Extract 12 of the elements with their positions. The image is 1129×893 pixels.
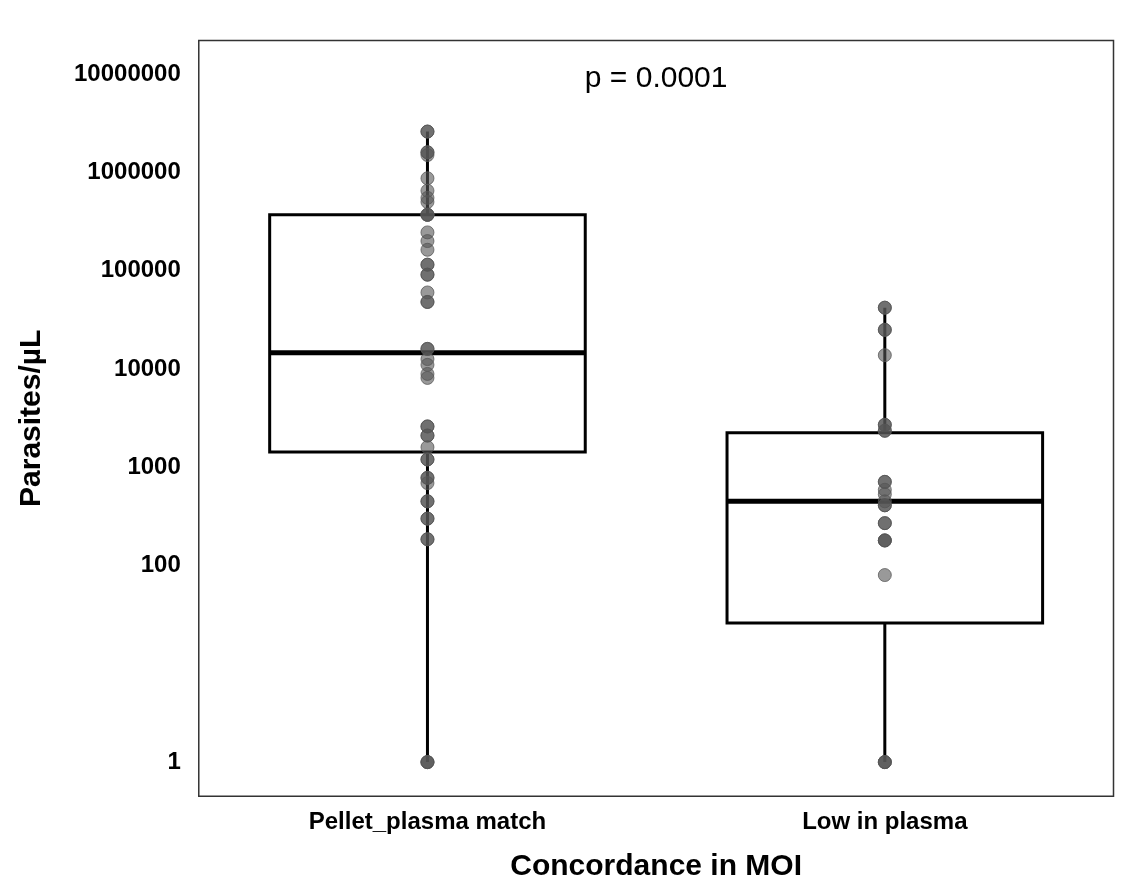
x-tick-label: Low in plasma	[802, 807, 969, 835]
y-tick-label: 10000	[114, 353, 181, 381]
y-tick-label: 10000000	[74, 58, 181, 86]
y-tick-label: 1	[167, 746, 181, 774]
y-tick-label: 1000000	[87, 156, 181, 184]
x-tick-label: Pellet_plasma match	[308, 807, 547, 835]
y-tick-label: 1000	[127, 451, 181, 479]
y-tick-label: 100	[140, 550, 181, 578]
annotation: p = 0.0001	[584, 59, 728, 93]
y-tick-label: 100000	[100, 255, 181, 283]
y-axis-title: Parasites/µL	[13, 329, 47, 507]
x-axis-title: Concordance in MOI	[510, 848, 802, 882]
